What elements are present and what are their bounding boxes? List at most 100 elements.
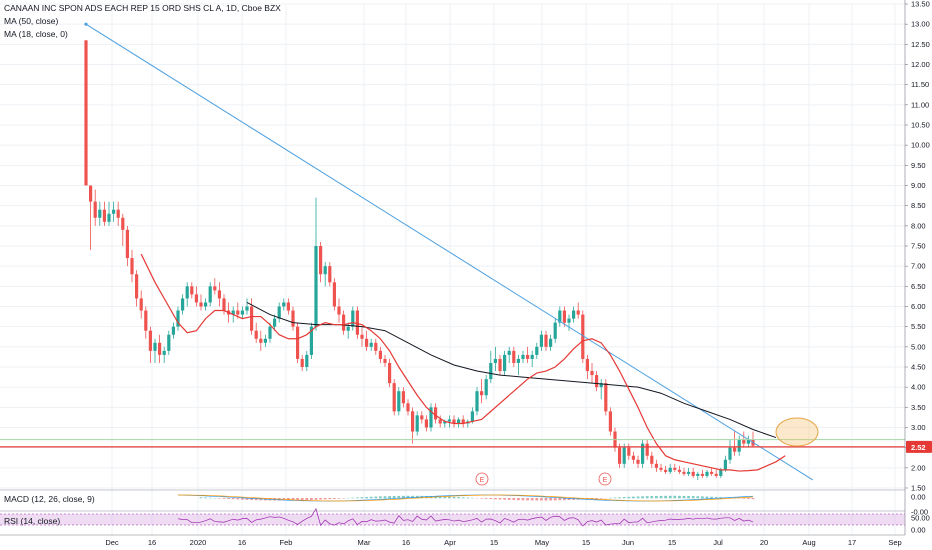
candle-body (475, 391, 479, 412)
candle (493, 346, 497, 372)
macd-histogram-bar (250, 498, 253, 500)
candle (121, 213, 125, 246)
candle (535, 342, 539, 359)
candle-body (599, 383, 603, 388)
candle (700, 469, 704, 478)
candle-body (171, 326, 175, 335)
indicator-tick-label: 50.00 (911, 514, 930, 523)
macd-histogram-bar (517, 498, 520, 501)
candle (181, 294, 185, 315)
candle (567, 314, 571, 331)
macd-histogram-bar (231, 498, 235, 500)
candle (332, 278, 336, 311)
candle (480, 379, 484, 404)
candle-body (397, 391, 401, 412)
macd-histogram-bar (383, 496, 387, 499)
price-tick-label: 5.00 (911, 342, 926, 351)
macd-histogram-bar (406, 495, 410, 499)
candle (682, 467, 686, 476)
chart-title: CANAAN INC SPON ADS EACH REP 15 ORD SHS … (4, 3, 281, 13)
macd-histogram-bar (241, 498, 244, 500)
candle-body (125, 229, 129, 259)
candle (176, 306, 180, 331)
rsi-legend[interactable]: RSI (14, close) (4, 516, 61, 526)
candle (300, 354, 304, 372)
price-tick-label: 12.50 (911, 40, 930, 49)
candle (475, 387, 479, 416)
candle (277, 302, 281, 323)
candle (204, 298, 208, 311)
candle-body (650, 455, 654, 464)
candle (595, 371, 599, 392)
candle-body (659, 467, 663, 470)
candle (355, 306, 359, 339)
candle-body (636, 459, 640, 464)
price-tick-label: 9.50 (911, 161, 926, 170)
macd-histogram-bar (618, 497, 621, 499)
macd-histogram-bar (328, 498, 332, 500)
candle (664, 465, 668, 474)
macd-histogram-bar (360, 497, 364, 499)
macd-histogram-bar (599, 498, 603, 499)
time-tick-label: 15 (668, 538, 676, 547)
candle (139, 290, 143, 319)
candle-body (622, 447, 626, 464)
earnings-marker-circle (475, 472, 489, 486)
candle-body (691, 471, 695, 476)
candle-body (553, 322, 557, 339)
macd-histogram-bar (535, 498, 539, 501)
candle-body (654, 463, 658, 468)
candle-body (401, 391, 405, 404)
macd-histogram-bar (664, 495, 667, 499)
candle (420, 411, 424, 424)
candle-body (723, 459, 727, 470)
earnings-marker-label: E (603, 477, 608, 484)
candle-body (222, 298, 226, 311)
time-tick-label: 15 (490, 538, 498, 547)
macd-histogram-bar (728, 497, 732, 499)
candle-body (153, 342, 157, 351)
candle-body (719, 469, 723, 476)
candle-body (498, 358, 502, 372)
ma50-legend[interactable]: MA (50, close) (4, 16, 59, 26)
candle (213, 278, 217, 295)
candle-body (319, 246, 323, 275)
candle-body (489, 362, 493, 380)
macd-histogram-bar (641, 496, 644, 499)
price-tick-label: 8.00 (911, 221, 926, 230)
candle-body (98, 209, 102, 218)
time-tick-label: 16 (238, 538, 246, 547)
candle-body (516, 358, 520, 363)
macd-histogram-bar (691, 496, 695, 499)
macd-histogram-bar (636, 496, 640, 499)
time-tick-label: 20 (760, 538, 768, 547)
candle-body (558, 310, 562, 323)
candle-body (342, 314, 346, 331)
candle (526, 346, 530, 363)
candle-body (231, 310, 235, 315)
candle-body (162, 350, 166, 355)
candle (102, 201, 106, 226)
candle-body (245, 306, 249, 311)
macd-histogram-bar (379, 496, 382, 499)
candle (733, 431, 737, 456)
macd-legend[interactable]: MACD (12, 26, close, 9) (4, 494, 95, 504)
time-tick-label: 16 (402, 538, 410, 547)
candle (645, 439, 649, 460)
price-tick-label: 9.00 (911, 181, 926, 190)
candle-body (443, 421, 447, 424)
price-tick-label: 13.00 (911, 20, 930, 29)
candle-body (493, 358, 497, 363)
candle (254, 322, 258, 343)
macd-signal-line (177, 494, 754, 502)
candle-body (286, 302, 290, 311)
candle-body (194, 294, 198, 303)
candle (158, 334, 162, 363)
rsi-band (0, 514, 905, 525)
candle-body (158, 342, 162, 355)
indicator-tick-label: 0.00 (911, 493, 926, 502)
candle-body (420, 415, 424, 420)
time-tick-label: Mar (358, 538, 371, 547)
ma18-legend[interactable]: MA (18, close, 0) (4, 29, 68, 39)
